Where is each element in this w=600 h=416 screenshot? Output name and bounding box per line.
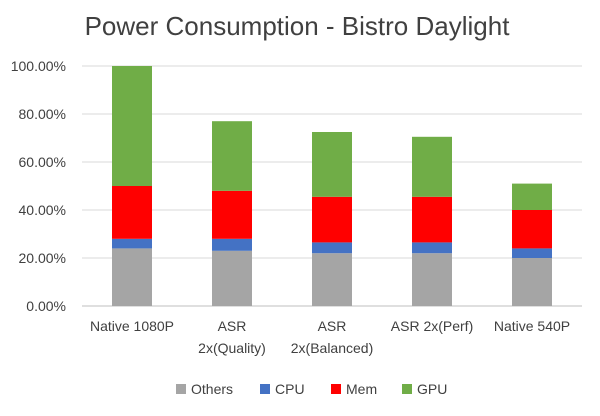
x-tick-label: ASR	[218, 318, 247, 334]
y-tick-label: 80.00%	[19, 106, 66, 122]
y-tick-label: 40.00%	[19, 202, 66, 218]
bar-segment-others	[212, 250, 252, 306]
bar-segment-others	[312, 253, 352, 306]
bar-segment-cpu	[512, 248, 552, 258]
y-tick-label: 20.00%	[19, 250, 66, 266]
bar-segment-mem	[412, 196, 452, 243]
bar-segment-cpu	[412, 242, 452, 254]
chart-title: Power Consumption - Bistro Daylight	[85, 11, 511, 41]
y-axis-ticks: 0.00% 20.00% 40.00% 60.00% 80.00% 100.00%	[11, 58, 66, 314]
x-tick-label: ASR 2x(Perf)	[391, 318, 473, 334]
legend-label: GPU	[417, 381, 447, 397]
y-tick-label: 100.00%	[11, 58, 66, 74]
y-tick-label: 60.00%	[19, 154, 66, 170]
bar-segment-gpu	[412, 136, 452, 197]
bar-segment-gpu	[212, 121, 252, 191]
legend-label: Mem	[346, 381, 377, 397]
x-axis-labels: Native 1080P ASR 2x(Quality) ASR 2x(Balanced…	[90, 318, 570, 356]
legend-swatch-others	[176, 384, 186, 394]
x-tick-label: Native 1080P	[90, 318, 174, 334]
x-tick-label: 2x(Balanced)	[291, 340, 374, 356]
bar-segment-gpu	[512, 183, 552, 210]
x-tick-label: 2x(Quality)	[198, 340, 266, 356]
x-tick-label: ASR	[318, 318, 347, 334]
bar-segment-cpu	[112, 238, 152, 249]
legend: Others CPU Mem GPU	[176, 381, 447, 397]
legend-label: CPU	[275, 381, 305, 397]
legend-label: Others	[191, 381, 233, 397]
bar-segment-mem	[512, 210, 552, 249]
legend-swatch-gpu	[402, 384, 412, 394]
bar-segment-mem	[112, 186, 152, 239]
bar-segment-mem	[212, 190, 252, 239]
bar-segment-cpu	[312, 242, 352, 254]
bar-segment-others	[512, 258, 552, 306]
bar-segment-cpu	[212, 238, 252, 251]
bars	[112, 66, 552, 306]
bar-segment-others	[412, 253, 452, 306]
bar-segment-gpu	[112, 66, 152, 186]
legend-swatch-mem	[331, 384, 341, 394]
bar-segment-gpu	[312, 132, 352, 197]
bar-segment-others	[112, 248, 152, 306]
x-tick-label: Native 540P	[494, 318, 570, 334]
y-tick-label: 0.00%	[26, 298, 66, 314]
bar-segment-mem	[312, 196, 352, 243]
legend-swatch-cpu	[260, 384, 270, 394]
